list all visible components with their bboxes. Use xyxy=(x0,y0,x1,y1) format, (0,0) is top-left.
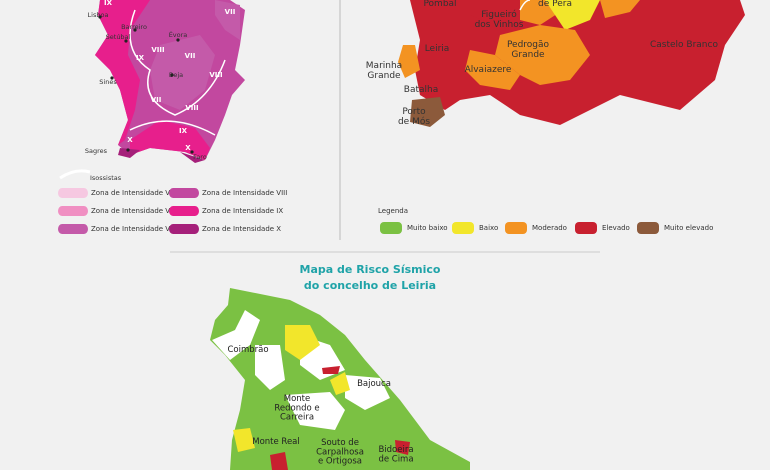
dividers xyxy=(170,0,600,253)
map-label: IX xyxy=(104,0,113,7)
map-label: VII xyxy=(185,52,196,60)
town-label: Pedrogão Grande xyxy=(507,40,550,60)
map-label: IX xyxy=(179,127,188,135)
town-label: Porto de Mós xyxy=(398,107,430,127)
town-label: Castelo Branco xyxy=(650,40,718,50)
isoline-label: Isossistas xyxy=(90,174,122,182)
legend-swatch xyxy=(58,224,88,234)
town-label: Alvaiazere xyxy=(465,65,512,75)
legend-label: Muito elevado xyxy=(664,224,713,232)
parish-label: Bidoeira de Cima xyxy=(378,445,413,464)
legend-swatch xyxy=(637,222,659,234)
map-label: IX xyxy=(136,54,145,62)
town-label: Pombal xyxy=(423,0,456,9)
map-title: do concelho de Leiria xyxy=(304,279,436,292)
map-label: X xyxy=(127,136,133,144)
city-dot xyxy=(98,15,102,19)
legend-label: Zona de Intensidade VI xyxy=(91,207,172,215)
legend-swatch xyxy=(169,206,199,216)
legend-swatch xyxy=(452,222,474,234)
legend-swatch xyxy=(575,222,597,234)
legend-label: Zona de Intensidade VII xyxy=(91,225,174,233)
town-label: Leiria xyxy=(425,44,450,54)
legend-label: Zona de Intensidade V xyxy=(91,189,170,197)
map-label: Barreiro xyxy=(121,23,147,31)
parish-label: Bajouca xyxy=(357,379,391,389)
map-label: Faro xyxy=(193,153,207,161)
parish-label: Coimbrão xyxy=(227,345,268,355)
legend-label: Zona de Intensidade IX xyxy=(202,207,283,215)
legend-label: Baixo xyxy=(479,224,498,232)
legend-label: Elevado xyxy=(602,224,630,232)
map-label: VIII xyxy=(209,71,222,79)
map-label: X xyxy=(185,144,191,152)
map-label: Sines xyxy=(99,78,117,86)
city-dot xyxy=(124,39,128,43)
parish-label: Monte Real xyxy=(252,437,300,447)
legend-label: Moderado xyxy=(532,224,567,232)
map-label: VIII xyxy=(151,46,164,54)
city-dot xyxy=(190,150,194,154)
map-label: VII xyxy=(151,96,162,104)
leiria-map xyxy=(210,288,470,470)
map-label: Sagres xyxy=(85,147,108,155)
legend-swatch xyxy=(380,222,402,234)
town-label: de Pera xyxy=(538,0,572,9)
legend-swatch xyxy=(505,222,527,234)
legend-swatch xyxy=(169,224,199,234)
town-label: Marinha Grande xyxy=(366,61,402,81)
legend-swatch xyxy=(58,206,88,216)
legend-swatch xyxy=(169,188,199,198)
legend-swatch xyxy=(58,188,88,198)
map-label: VIII xyxy=(185,104,198,112)
risk-map xyxy=(398,0,745,127)
legend-title: Legenda xyxy=(378,207,408,215)
map-label: Beja xyxy=(169,71,183,79)
city-dot xyxy=(133,28,137,32)
city-dot xyxy=(110,76,114,80)
map-label: Setúbal xyxy=(106,33,131,41)
map-label: Évora xyxy=(169,30,188,39)
town-label: Figueiró dos Vinhos xyxy=(475,9,524,30)
map-label: VII xyxy=(225,8,236,16)
map-label: Lisboa xyxy=(88,11,109,19)
city-dot xyxy=(126,148,130,152)
map-title: Mapa de Risco Sísmico xyxy=(300,263,441,276)
legend-label: Zona de Intensidade VIII xyxy=(202,189,287,197)
portugal-south-map xyxy=(59,0,245,180)
parish-label: Souto de Carpalhosa e Ortigosa xyxy=(316,438,364,467)
legend-label: Zona de Intensidade X xyxy=(202,225,281,233)
city-dot xyxy=(176,38,180,42)
legend-label: Muito baixo xyxy=(407,224,448,232)
city-dot xyxy=(170,73,174,77)
town-label: Batalha xyxy=(404,85,438,95)
parish-label: Monte Redondo e Carreira xyxy=(274,394,319,423)
